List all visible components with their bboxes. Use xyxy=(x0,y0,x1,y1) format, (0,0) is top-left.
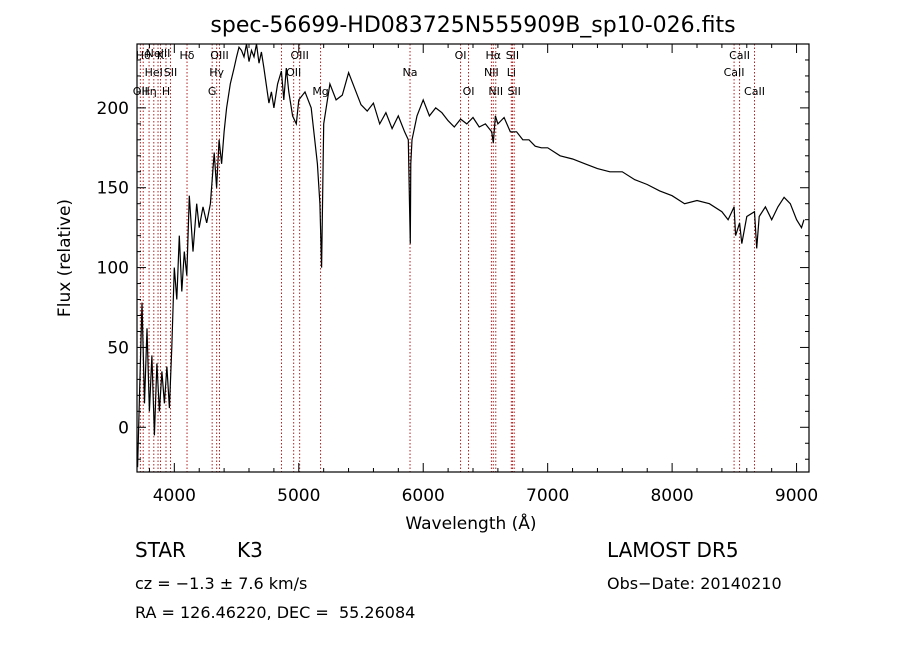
spectral-line-label: SII xyxy=(506,49,519,62)
y-tick-label: 50 xyxy=(107,338,129,358)
spectral-line-label: HeI xyxy=(145,66,163,79)
spectral-line-label: Hη xyxy=(141,85,156,98)
spectral-line-label: NeIII xyxy=(146,47,171,60)
spectral-line-label: OIII xyxy=(290,49,308,62)
y-tick-label: 0 xyxy=(118,418,129,438)
x-tick-label: 7000 xyxy=(526,486,569,506)
spectral-line-label: OIII xyxy=(210,49,228,62)
spectral-line-label: OI xyxy=(455,49,467,62)
redshift-velocity: cz = −1.3 ± 7.6 km/s xyxy=(135,574,308,593)
observation-date: Obs−Date: 20140210 xyxy=(607,574,782,593)
spectral-line-labels: OIIHθHηHeINeIIIKHSIIHδGHγOIIIOIIOIIIMgNa… xyxy=(133,47,765,98)
flux-series-line xyxy=(137,43,805,468)
spectral-line-label: CaII xyxy=(729,49,750,62)
spectral-line-label: K xyxy=(157,49,165,62)
plot-frame xyxy=(136,43,810,473)
object-class: STAR xyxy=(135,538,186,562)
spectral-line-label: OI xyxy=(463,85,475,98)
x-tick-label: 4000 xyxy=(153,486,196,506)
spectral-line-label: Li xyxy=(507,66,516,79)
x-axis-label: Wavelength (Å) xyxy=(405,512,536,534)
spectral-line-label: SII xyxy=(507,85,520,98)
x-tick-label: 5000 xyxy=(277,486,320,506)
y-tick-label: 100 xyxy=(97,259,129,279)
spectral-line-label: Hα xyxy=(486,49,502,62)
spectral-line-label: Hδ xyxy=(180,49,195,62)
spectral-line-markers xyxy=(139,44,755,472)
object-subclass: K3 xyxy=(237,538,263,562)
y-axis-label: Flux (relative) xyxy=(55,199,75,317)
x-tick-label: 8000 xyxy=(650,486,693,506)
x-tick-label: 6000 xyxy=(402,486,445,506)
y-axis-ticks: 0 50 100 150 200 xyxy=(97,43,809,460)
survey-name: LAMOST DR5 xyxy=(607,538,739,562)
y-tick-label: 200 xyxy=(97,99,129,119)
spectral-line-label: NII xyxy=(488,85,503,98)
spectral-line-label: OII xyxy=(286,66,301,79)
chart-title: spec-56699-HD083725N555909B_sp10-026.fit… xyxy=(210,13,735,38)
spectral-line-label: CaII xyxy=(744,85,765,98)
spectral-line-label: Na xyxy=(403,66,418,79)
spectral-line-label: Mg xyxy=(312,85,328,98)
spectral-line-label: CaII xyxy=(724,66,745,79)
spectral-line-label: G xyxy=(208,85,217,98)
spectral-line-label: NII xyxy=(484,66,499,79)
spectral-line-label: Hθ xyxy=(136,49,151,62)
spectral-line-label: H xyxy=(162,85,170,98)
spectral-line-label: Hγ xyxy=(209,66,224,79)
x-tick-label: 9000 xyxy=(775,486,818,506)
coordinates: RA = 126.46220, DEC = 55.26084 xyxy=(135,603,416,622)
x-axis-ticks: 4000 5000 6000 7000 8000 9000 xyxy=(148,44,818,506)
spectral-line-label: SII xyxy=(164,66,177,79)
y-tick-label: 150 xyxy=(97,179,129,199)
